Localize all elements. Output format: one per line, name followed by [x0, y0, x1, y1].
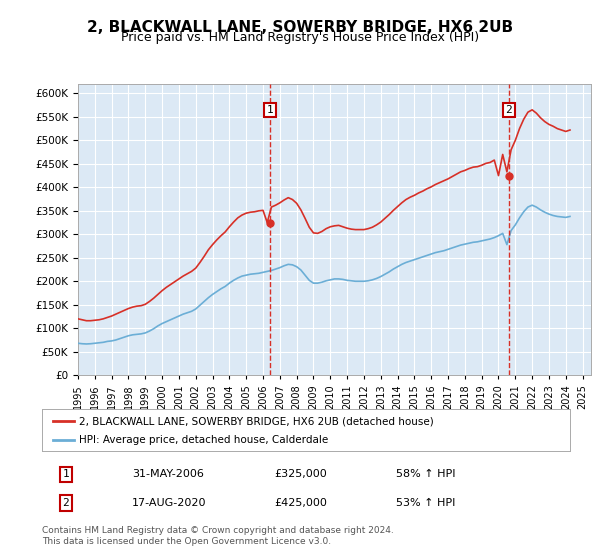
Text: HPI: Average price, detached house, Calderdale: HPI: Average price, detached house, Cald… — [79, 435, 328, 445]
Text: 58% ↑ HPI: 58% ↑ HPI — [396, 469, 455, 479]
Text: 2, BLACKWALL LANE, SOWERBY BRIDGE, HX6 2UB (detached house): 2, BLACKWALL LANE, SOWERBY BRIDGE, HX6 2… — [79, 417, 434, 426]
Text: 2, BLACKWALL LANE, SOWERBY BRIDGE, HX6 2UB: 2, BLACKWALL LANE, SOWERBY BRIDGE, HX6 2… — [87, 20, 513, 35]
Text: Contains HM Land Registry data © Crown copyright and database right 2024.
This d: Contains HM Land Registry data © Crown c… — [42, 526, 394, 546]
Text: 17-AUG-2020: 17-AUG-2020 — [132, 498, 206, 508]
Text: 2: 2 — [62, 498, 69, 508]
Text: 31-MAY-2006: 31-MAY-2006 — [132, 469, 203, 479]
Text: £425,000: £425,000 — [274, 498, 327, 508]
Text: 2: 2 — [506, 105, 512, 115]
Text: 53% ↑ HPI: 53% ↑ HPI — [396, 498, 455, 508]
Text: £325,000: £325,000 — [274, 469, 327, 479]
Text: 1: 1 — [62, 469, 69, 479]
Text: Price paid vs. HM Land Registry's House Price Index (HPI): Price paid vs. HM Land Registry's House … — [121, 31, 479, 44]
Text: 1: 1 — [267, 105, 274, 115]
